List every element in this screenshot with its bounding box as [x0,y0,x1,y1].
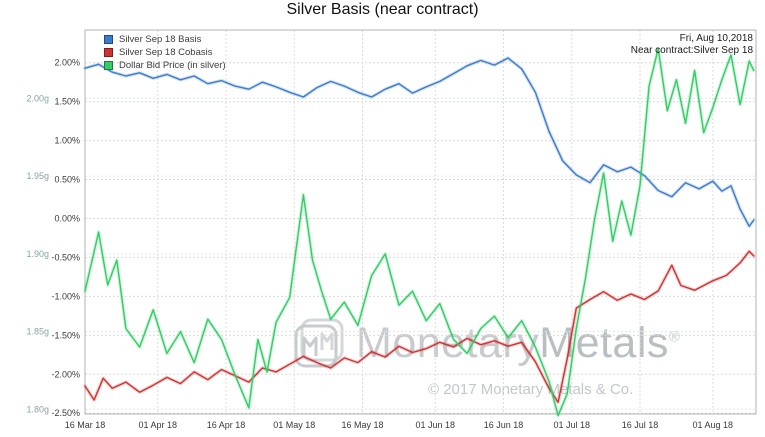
grams-axis-label: 1.85g [26,327,49,337]
header-contract: Near contract:Silver Sep 18 [630,45,753,56]
series-glow-0 [83,56,756,229]
legend-item-2[interactable]: Dollar Bid Price (in silver) [104,59,226,72]
date-axis-label: 16 May 18 [341,420,383,430]
percent-axis-label: 0.50% [54,175,80,185]
watermark-brand-first: Monetary [356,318,540,367]
series-glow-2 [83,46,756,418]
legend-swatch-icon [104,48,113,57]
percent-axis-label: -2.00% [51,369,80,379]
chart-title: Silver Basis (near contract) [286,1,479,18]
legend-swatch-icon [104,61,113,70]
date-axis-label: 01 Aug 18 [693,420,734,430]
percent-axis-label: -1.00% [51,291,80,301]
date-axis-label: 16 Apr 18 [207,420,246,430]
date-axis-label: 01 Jun 18 [416,420,456,430]
watermark-brand-second: Metals [539,318,669,367]
legend-item-1[interactable]: Silver Sep 18 Cobasis [104,46,226,59]
series-line-2 [84,48,755,417]
legend: Silver Sep 18 Basis Silver Sep 18 Cobasis… [104,33,226,72]
series-line-1 [84,250,755,403]
legend-label: Silver Sep 18 Cobasis [119,47,213,58]
percent-axis-label: 1.00% [54,136,80,146]
percent-axis-label: 1.50% [54,97,80,107]
grams-axis-label: 1.90g [26,249,49,259]
plot-border [84,29,757,415]
percent-axis-label: -1.50% [51,330,80,340]
grams-axis-label: 2.00g [26,93,49,103]
percent-axis-label: 2.00% [54,58,80,68]
series-line-0 [84,57,755,228]
percent-axis-label: 0.00% [54,214,80,224]
date-axis-label: 01 Apr 18 [139,420,178,430]
percent-axis-label: -0.50% [51,252,80,262]
percent-axis-label: -2.50% [51,408,80,418]
date-axis-label: 16 Jul 18 [622,420,659,430]
grams-axis-label: 1.80g [26,404,49,414]
legend-label: Dollar Bid Price (in silver) [119,60,226,71]
date-axis-label: 01 May 18 [273,420,315,430]
monetary-metals-logo-icon [294,318,344,368]
date-axis-label: 01 Jul 18 [554,420,591,430]
legend-label: Silver Sep 18 Basis [119,34,202,45]
legend-swatch-icon [104,35,113,44]
header-date: Fri, Aug 10,2018 [679,33,753,44]
watermark-brand: MonetaryMetals® [356,319,680,368]
legend-item-0[interactable]: Silver Sep 18 Basis [104,33,226,46]
watermark-copyright: © 2017 Monetary Metals & Co. [428,381,634,398]
date-axis-label: 16 Jun 18 [484,420,524,430]
header-info: Fri, Aug 10,2018 Near contract:Silver Se… [631,33,753,57]
date-axis-label: 16 Mar 18 [65,420,106,430]
registered-mark: ® [668,328,681,346]
watermark: MonetaryMetals® [292,316,680,370]
grams-axis-label: 1.95g [26,171,49,181]
